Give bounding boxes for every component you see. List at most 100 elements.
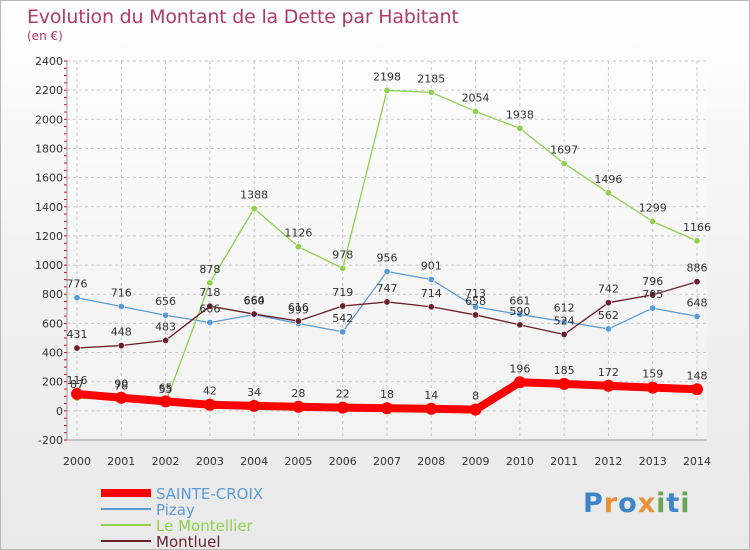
data-point: [560, 330, 568, 338]
x-tick-label: 2012: [594, 455, 622, 468]
data-label: 590: [509, 305, 530, 318]
data-point: [427, 303, 435, 311]
y-tick-label: 400: [42, 347, 63, 360]
data-label: 656: [155, 295, 176, 308]
data-label: 2185: [417, 72, 445, 85]
data-label: 116: [67, 374, 88, 387]
plot-area: [67, 61, 707, 440]
data-label: 8: [472, 390, 479, 403]
data-point: [693, 312, 701, 320]
data-label: 956: [377, 251, 398, 264]
data-point: [339, 328, 347, 336]
data-point: [203, 398, 216, 411]
data-point: [73, 344, 81, 352]
data-label: 901: [421, 260, 442, 273]
data-label: 1496: [594, 173, 622, 186]
data-point: [71, 387, 83, 400]
y-tick-label: 0: [56, 405, 63, 418]
data-label: 562: [598, 309, 619, 322]
data-point: [206, 302, 214, 310]
x-tick-label: 2010: [506, 455, 534, 468]
x-tick-label: 2006: [329, 455, 357, 468]
data-point: [427, 88, 435, 96]
data-point: [691, 383, 703, 396]
data-label: 776: [67, 278, 88, 291]
data-point: [162, 336, 170, 344]
data-point: [649, 291, 657, 299]
y-tick-label: 1800: [35, 142, 63, 155]
data-label: 661: [509, 294, 530, 307]
data-point: [294, 243, 302, 251]
y-tick-label: 1400: [35, 201, 63, 214]
chart-unit-label: (en €): [27, 29, 63, 43]
data-point: [162, 311, 170, 319]
data-point: [117, 342, 125, 350]
data-label: 1938: [506, 108, 534, 121]
data-point: [248, 399, 261, 412]
data-label: 55: [159, 383, 173, 396]
chart-title: Evolution du Montant de la Dette par Hab…: [27, 6, 459, 28]
data-point: [383, 267, 391, 275]
data-point: [516, 310, 524, 318]
data-label: 886: [687, 262, 708, 275]
x-tick-label: 2007: [373, 455, 401, 468]
data-label: 658: [465, 295, 486, 308]
data-label: 542: [332, 312, 353, 325]
logo-letter: i: [680, 488, 691, 519]
data-label: 599: [288, 304, 309, 317]
data-point: [427, 276, 435, 284]
data-label: 78: [114, 379, 128, 392]
data-label: 524: [554, 314, 575, 327]
x-tick-label: 2005: [284, 455, 312, 468]
data-label: 705: [642, 288, 663, 301]
data-label: 978: [332, 248, 353, 261]
x-tick-label: 2001: [107, 455, 135, 468]
data-label: 34: [247, 386, 261, 399]
x-tick-label: 2002: [152, 455, 180, 468]
data-point: [604, 189, 612, 197]
data-label: 878: [199, 263, 220, 276]
data-point: [649, 217, 657, 225]
data-point: [602, 379, 615, 392]
data-point: [73, 294, 81, 302]
data-point: [516, 321, 524, 329]
data-point: [693, 278, 701, 286]
data-point: [383, 298, 391, 306]
data-label: 1126: [284, 227, 312, 240]
data-point: [469, 403, 482, 416]
data-point: [159, 395, 172, 408]
y-tick-label: 800: [42, 288, 63, 301]
data-label: 185: [554, 364, 575, 377]
data-point: [206, 319, 214, 327]
legend-label: Pizay: [156, 501, 195, 519]
data-point: [646, 381, 659, 394]
data-label: 148: [687, 369, 708, 382]
data-point: [206, 279, 214, 287]
data-label: 431: [67, 328, 88, 341]
data-point: [292, 400, 305, 413]
data-label: 616: [288, 301, 309, 314]
data-label: 660: [244, 295, 265, 308]
x-tick-label: 2000: [63, 455, 91, 468]
data-label: 664: [244, 294, 265, 307]
data-label: 2198: [373, 70, 401, 83]
data-label: 22: [336, 388, 350, 401]
data-point: [250, 310, 258, 318]
logo-letter: t: [666, 488, 681, 519]
series-layer: [71, 86, 703, 416]
y-tick-label: 1200: [35, 230, 63, 243]
logo-letter: o: [618, 488, 638, 519]
y-tick-label: 1600: [35, 172, 63, 185]
data-label: 1299: [639, 201, 667, 214]
data-point: [560, 318, 568, 326]
data-point: [250, 205, 258, 213]
data-label: 65: [159, 381, 173, 394]
data-label: 483: [155, 320, 176, 333]
x-tick-label: 2011: [550, 455, 578, 468]
data-label: 612: [554, 302, 575, 315]
data-point: [472, 311, 480, 319]
